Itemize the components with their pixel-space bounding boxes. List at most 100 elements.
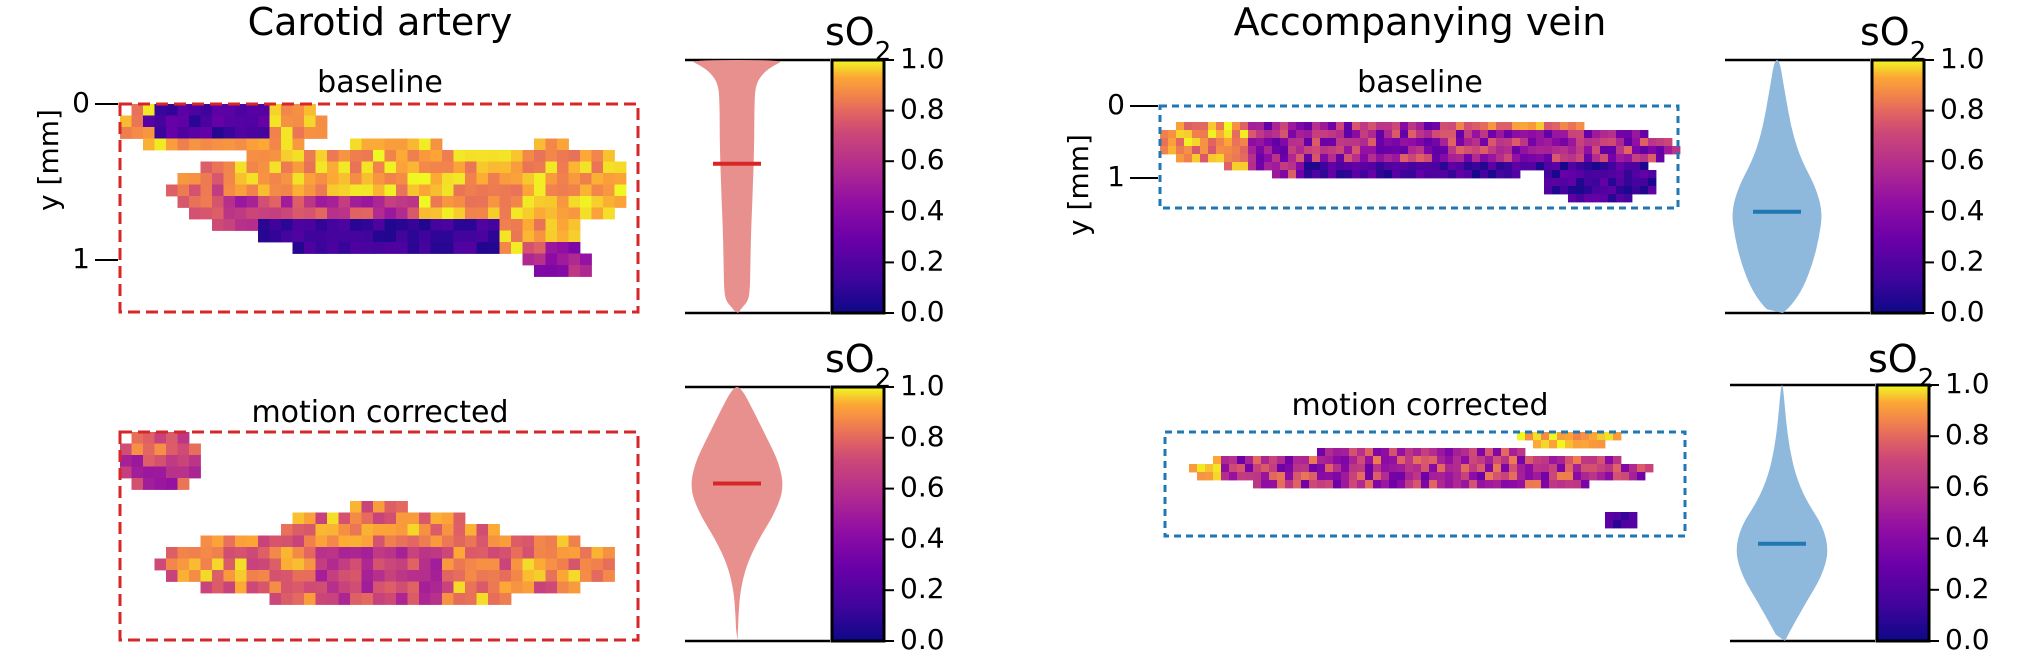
heatmap-cell bbox=[419, 547, 431, 559]
heatmap-cell bbox=[453, 570, 466, 582]
vein-motion-label: motion corrected bbox=[1291, 388, 1548, 423]
heatmap-cell bbox=[1584, 170, 1593, 179]
heatmap-cell bbox=[1344, 130, 1353, 139]
heatmap-cell bbox=[522, 253, 535, 266]
heatmap-cell bbox=[1576, 130, 1585, 139]
heatmap-cell bbox=[166, 570, 178, 582]
heatmap-cell bbox=[1197, 472, 1206, 481]
heatmap-cell bbox=[189, 173, 201, 185]
heatmap-cell bbox=[603, 207, 615, 220]
heatmap-cell bbox=[177, 443, 190, 456]
heatmap-cell bbox=[1352, 162, 1361, 171]
heatmap-cell bbox=[522, 207, 535, 220]
heatmap-cell bbox=[407, 219, 420, 231]
heatmap-cell bbox=[465, 173, 477, 185]
heatmap-cell bbox=[1381, 448, 1390, 457]
heatmap-cell bbox=[200, 558, 213, 571]
heatmap-cell bbox=[1480, 130, 1489, 139]
heatmap-cell bbox=[1405, 448, 1414, 457]
heatmap-cell bbox=[350, 535, 362, 548]
heatmap-cell bbox=[1485, 456, 1494, 465]
heatmap-cell bbox=[1472, 122, 1481, 131]
heatmap-cell bbox=[1376, 122, 1385, 131]
heatmap-cell bbox=[1517, 472, 1526, 481]
heatmap-cell bbox=[384, 161, 397, 174]
colorbar-tick-label: 0.4 bbox=[900, 194, 945, 227]
heatmap-cell bbox=[1584, 130, 1593, 139]
heatmap-cell bbox=[1392, 146, 1401, 155]
heatmap-cell bbox=[1589, 464, 1598, 473]
heatmap-cell bbox=[1605, 464, 1614, 473]
heatmap-cell bbox=[580, 265, 592, 277]
heatmap-cell bbox=[1288, 170, 1297, 179]
heatmap-cell bbox=[1288, 154, 1297, 163]
heatmap-cell bbox=[419, 558, 431, 571]
heatmap-cell bbox=[1357, 456, 1366, 465]
heatmap-cell bbox=[1624, 154, 1633, 163]
heatmap-cell bbox=[1496, 146, 1505, 155]
heatmap-cell bbox=[1576, 146, 1585, 155]
heatmap-cell bbox=[1624, 186, 1633, 195]
heatmap-cell bbox=[1616, 146, 1625, 155]
heatmap-cell bbox=[545, 196, 558, 208]
heatmap-cell bbox=[1352, 138, 1361, 147]
heatmap-cell bbox=[407, 138, 420, 151]
heatmap-cell bbox=[281, 547, 293, 559]
heatmap-cell bbox=[304, 127, 316, 139]
heatmap-cell bbox=[1357, 464, 1366, 473]
heatmap-cell bbox=[212, 138, 224, 151]
heatmap-cell bbox=[453, 242, 466, 254]
heatmap-cell bbox=[338, 524, 351, 536]
heatmap-cell bbox=[1360, 138, 1369, 147]
heatmap-cell bbox=[1613, 512, 1622, 521]
heatmap-cell bbox=[453, 558, 466, 571]
heatmap-cell bbox=[1384, 138, 1393, 147]
heatmap-cell bbox=[384, 581, 397, 594]
heatmap-cell bbox=[407, 593, 420, 605]
heatmap-cell bbox=[1304, 130, 1313, 139]
heatmap-cell bbox=[281, 207, 293, 220]
heatmap-cell bbox=[304, 558, 316, 571]
heatmap-cell bbox=[143, 115, 155, 128]
heatmap-cell bbox=[1208, 122, 1217, 131]
heatmap-cell bbox=[1216, 138, 1225, 147]
heatmap-cell bbox=[1568, 130, 1577, 139]
heatmap-cell bbox=[1632, 178, 1641, 187]
heatmap-cell bbox=[430, 512, 443, 525]
heatmap-cell bbox=[338, 161, 351, 174]
heatmap-cell bbox=[442, 161, 454, 174]
vein-motion-heatmap bbox=[1189, 432, 1654, 529]
heatmap-cell bbox=[1581, 472, 1590, 481]
heatmap-cell bbox=[189, 443, 201, 456]
heatmap-cell bbox=[453, 593, 466, 605]
heatmap-cell bbox=[1624, 138, 1633, 147]
heatmap-cell bbox=[1432, 162, 1441, 171]
heatmap-cell bbox=[419, 535, 431, 548]
heatmap-cell bbox=[1592, 186, 1601, 195]
heatmap-cell bbox=[1496, 138, 1505, 147]
heatmap-cell bbox=[1440, 170, 1449, 179]
heatmap-cell bbox=[1440, 154, 1449, 163]
heatmap-cell bbox=[1592, 146, 1601, 155]
heatmap-cell bbox=[327, 230, 339, 243]
heatmap-cell bbox=[557, 547, 569, 559]
heatmap-cell bbox=[281, 581, 293, 594]
heatmap-cell bbox=[154, 478, 167, 490]
heatmap-cell bbox=[235, 535, 247, 548]
heatmap-cell bbox=[1248, 154, 1257, 163]
heatmap-cell bbox=[1208, 146, 1217, 155]
heatmap-cell bbox=[338, 173, 351, 185]
heatmap-cell bbox=[212, 547, 224, 559]
heatmap-cell bbox=[1421, 456, 1430, 465]
heatmap-cell bbox=[591, 207, 604, 220]
vein-colorbar-label-top: sO2 bbox=[1860, 10, 1926, 67]
heatmap-cell bbox=[189, 570, 201, 582]
heatmap-cell bbox=[1573, 480, 1582, 489]
heatmap-cell bbox=[177, 547, 190, 559]
heatmap-cell bbox=[292, 219, 305, 231]
colorbar-tick-label: 0.0 bbox=[1940, 295, 1985, 328]
vein-ytick-1: 1 bbox=[1107, 160, 1125, 193]
heatmap-cell bbox=[1296, 138, 1305, 147]
vein-baseline-roi-box bbox=[1158, 104, 1680, 210]
heatmap-cell bbox=[511, 547, 523, 559]
